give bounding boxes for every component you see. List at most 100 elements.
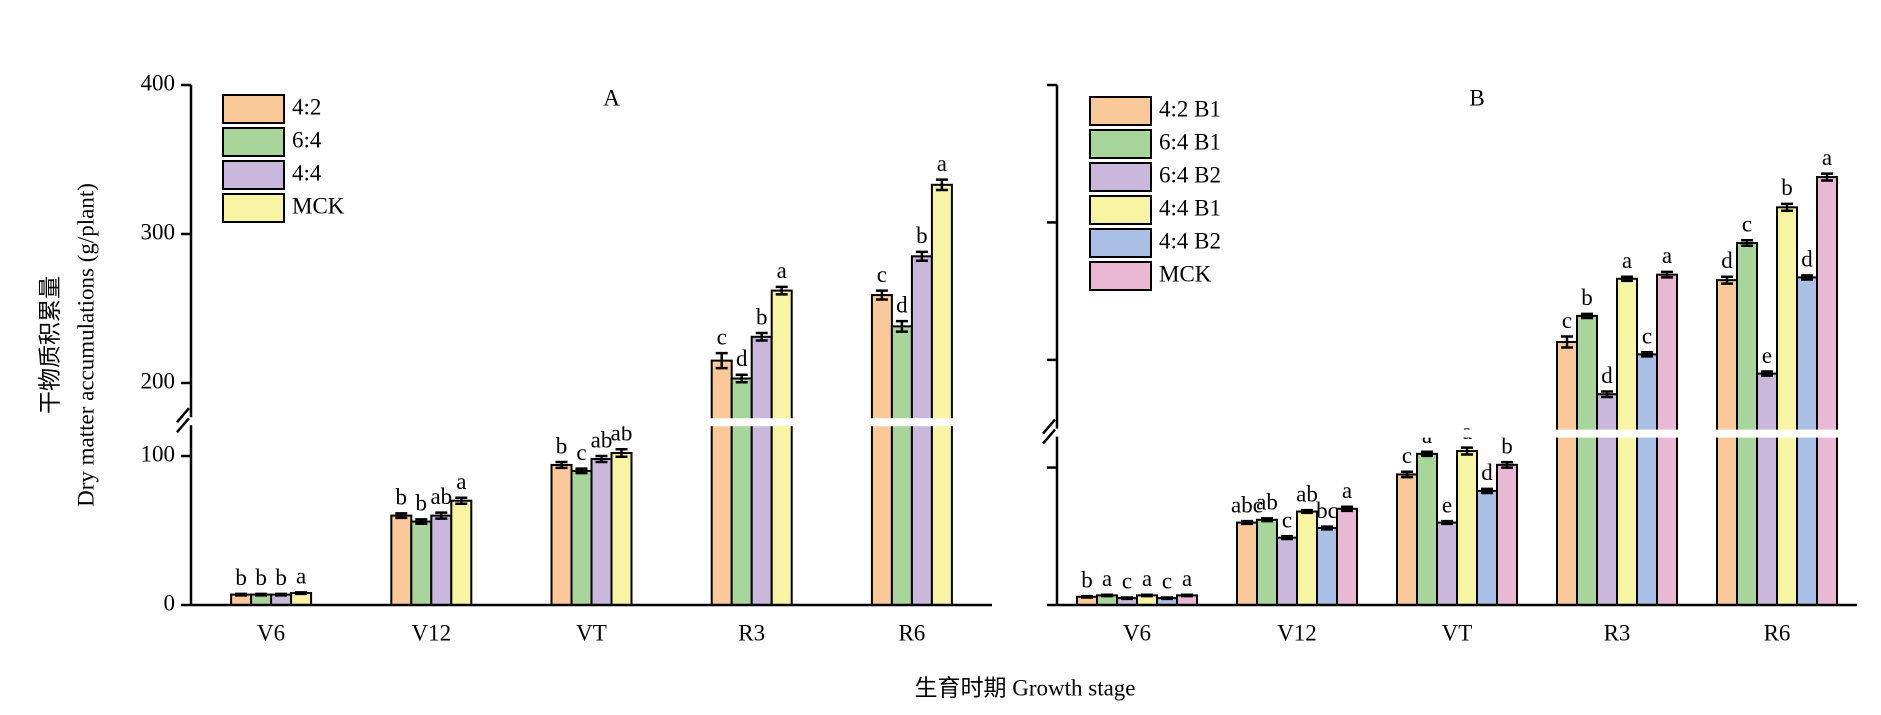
significance-label: b bbox=[916, 223, 928, 248]
error-bar bbox=[1401, 470, 1413, 479]
x-tick-label: V12 bbox=[411, 620, 451, 645]
y-tick-label: 400 bbox=[141, 70, 176, 95]
x-tick-label: R6 bbox=[898, 620, 925, 645]
error-bar bbox=[1661, 270, 1673, 279]
bar bbox=[1576, 314, 1598, 606]
significance-label: ab bbox=[591, 427, 613, 452]
x-tick-label: V6 bbox=[257, 620, 285, 645]
bar bbox=[450, 499, 473, 606]
bar bbox=[1276, 536, 1298, 607]
error-bar bbox=[1741, 239, 1753, 248]
significance-label: a bbox=[456, 469, 466, 494]
significance-label: b bbox=[1501, 433, 1513, 458]
y-tick-label: 200 bbox=[141, 368, 176, 393]
significance-label: e bbox=[1762, 343, 1772, 368]
y-axis-label: 干物质积累量 bbox=[37, 276, 62, 414]
error-bar bbox=[1621, 275, 1633, 283]
error-bar bbox=[615, 448, 628, 459]
y-axis-label: Dry matter accumulations (g/plant) bbox=[73, 183, 98, 507]
panel-title: B bbox=[1469, 85, 1484, 110]
error-bar bbox=[1641, 351, 1653, 358]
bar bbox=[1596, 393, 1618, 607]
x-tick-label: R3 bbox=[1604, 620, 1631, 645]
legend-label: 6:4 B2 bbox=[1159, 162, 1221, 187]
significance-label: d bbox=[1721, 248, 1733, 273]
error-bar bbox=[1461, 446, 1473, 456]
significance-label: ab bbox=[1296, 481, 1318, 506]
error-bar bbox=[1781, 202, 1793, 213]
bar bbox=[730, 377, 753, 606]
significance-label: c bbox=[1282, 508, 1292, 533]
significance-label: d bbox=[896, 292, 908, 317]
error-bar bbox=[1321, 525, 1333, 531]
significance-label: a bbox=[937, 151, 947, 176]
error-bar bbox=[1501, 460, 1513, 469]
error-bar bbox=[915, 250, 928, 263]
legend-label: 6:4 bbox=[292, 127, 322, 152]
significance-label: d bbox=[736, 346, 748, 371]
significance-label: d bbox=[1481, 460, 1493, 485]
bar bbox=[1496, 463, 1518, 606]
bar bbox=[1736, 242, 1758, 606]
legend-label: 4:4 B1 bbox=[1159, 195, 1221, 220]
significance-label: b bbox=[556, 433, 568, 458]
legend-swatch bbox=[1089, 162, 1152, 192]
significance-label: c bbox=[1562, 308, 1572, 333]
y-tick-label: 300 bbox=[141, 219, 176, 244]
significance-label: abc bbox=[1231, 492, 1263, 517]
bar bbox=[1616, 277, 1638, 606]
significance-label: b bbox=[235, 565, 247, 590]
significance-label: ab bbox=[430, 484, 452, 509]
error-bar bbox=[1281, 535, 1293, 541]
significance-label: a bbox=[1662, 243, 1672, 268]
bar bbox=[1656, 273, 1678, 606]
error-bar bbox=[875, 289, 888, 301]
bar bbox=[1716, 279, 1738, 606]
bar bbox=[910, 255, 933, 606]
error-bar bbox=[1601, 390, 1613, 399]
error-bar bbox=[1081, 594, 1093, 599]
significance-label: c bbox=[1122, 569, 1132, 594]
bar bbox=[1556, 341, 1578, 606]
legend-swatch bbox=[1089, 195, 1152, 225]
bar bbox=[590, 457, 613, 606]
bar bbox=[610, 452, 633, 606]
error-bar bbox=[235, 592, 248, 597]
error-bar bbox=[715, 351, 728, 370]
error-bar bbox=[1821, 172, 1833, 182]
axis-break bbox=[1045, 429, 1857, 438]
error-bar bbox=[1801, 274, 1813, 281]
error-bar bbox=[735, 373, 748, 384]
axis-break bbox=[179, 418, 992, 427]
legend-swatch bbox=[222, 127, 285, 157]
significance-label: b bbox=[396, 485, 408, 510]
significance-label: a bbox=[1342, 478, 1352, 503]
bar bbox=[710, 359, 733, 607]
legend-swatch bbox=[1089, 129, 1152, 159]
significance-label: b bbox=[1081, 567, 1093, 592]
error-bar bbox=[415, 518, 428, 526]
bar bbox=[570, 469, 593, 607]
error-bar bbox=[1421, 450, 1433, 458]
significance-label: b bbox=[416, 491, 428, 516]
legend-label: 4:4 bbox=[292, 160, 322, 185]
x-tick-label: VT bbox=[1442, 620, 1473, 645]
significance-label: a bbox=[1102, 566, 1112, 591]
x-tick-label: V6 bbox=[1123, 620, 1151, 645]
panel-title: A bbox=[603, 85, 620, 110]
significance-label: b bbox=[756, 304, 768, 329]
legend-label: 4:4 B2 bbox=[1159, 228, 1221, 253]
break-mark bbox=[1042, 418, 1056, 445]
significance-label: c bbox=[877, 262, 887, 287]
bar bbox=[1756, 372, 1778, 606]
error-bar bbox=[1341, 505, 1353, 513]
error-bar bbox=[1581, 312, 1593, 320]
error-bar bbox=[435, 511, 448, 520]
legend-label: 6:4 B1 bbox=[1159, 129, 1221, 154]
bar bbox=[1776, 206, 1798, 606]
error-bar bbox=[555, 460, 568, 470]
error-bar bbox=[1721, 275, 1733, 285]
bar bbox=[410, 520, 433, 606]
bar bbox=[1396, 473, 1418, 606]
significance-label: c bbox=[1642, 324, 1652, 349]
